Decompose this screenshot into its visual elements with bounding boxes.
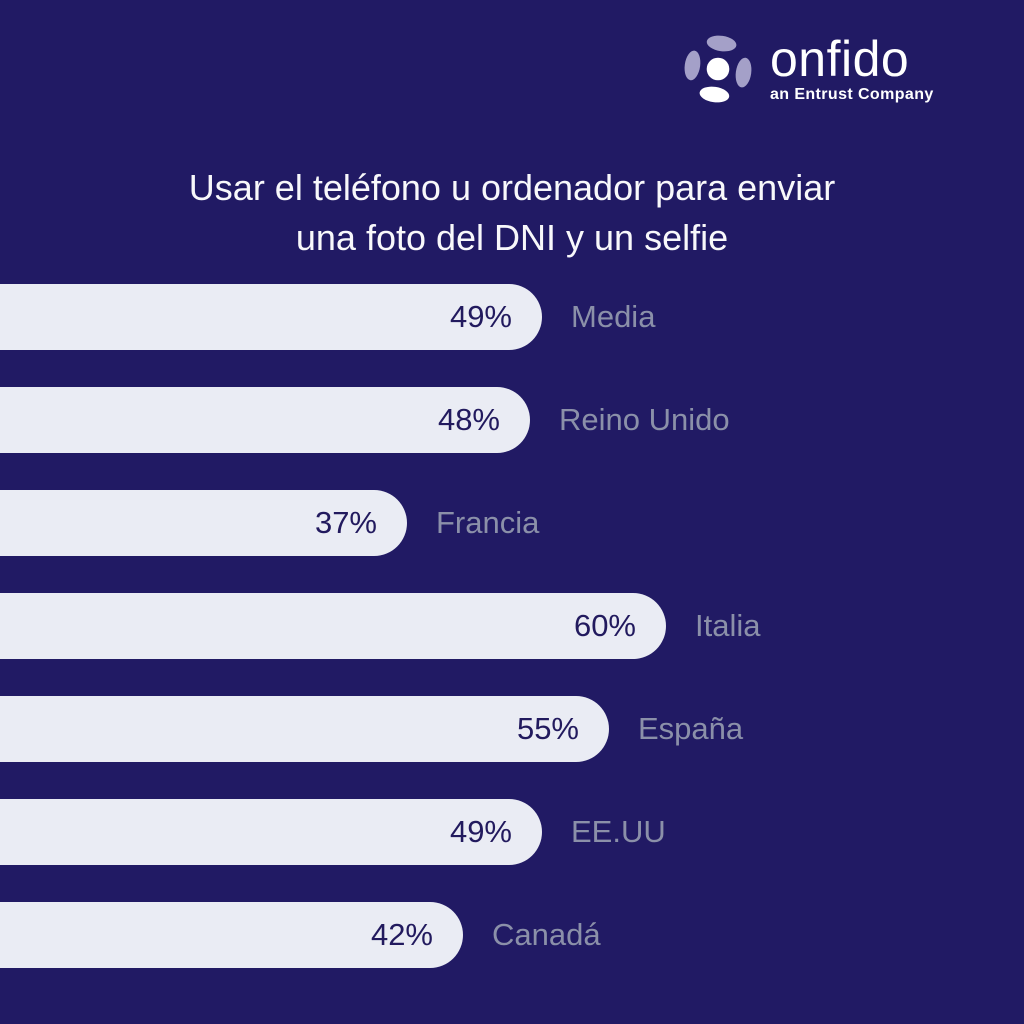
bar: 37%	[0, 490, 407, 556]
bar-category-label: Francia	[436, 505, 540, 540]
bar-row: 37% Francia	[0, 490, 1024, 556]
bar-row: 42% Canadá	[0, 902, 1024, 968]
bar: 48%	[0, 387, 530, 453]
bar: 60%	[0, 593, 666, 659]
bar-category-label: Media	[571, 299, 656, 334]
bar: 49%	[0, 799, 542, 865]
logo-brand-name: onfido	[770, 31, 910, 87]
bar-value-label: 42%	[370, 917, 433, 952]
bar-category-label: España	[638, 711, 744, 746]
onfido-shutter-icon	[684, 35, 752, 103]
chart-title-line-2: una foto del DNI y un selfie	[295, 217, 729, 259]
bar-category-label: Italia	[695, 608, 761, 643]
logo-tagline: an Entrust Company	[770, 86, 934, 103]
chart-title: Usar el teléfono u ordenador para enviar…	[0, 163, 1024, 263]
bar-value-label: 55%	[516, 711, 579, 746]
bar-category-label: EE.UU	[571, 814, 666, 849]
bar-value-label: 49%	[449, 299, 512, 334]
onfido-logo: onfido an Entrust Company	[680, 31, 934, 107]
bar-value-label: 49%	[449, 814, 512, 849]
bar-value-label: 60%	[573, 608, 636, 643]
bar-row: 60% Italia	[0, 593, 1024, 659]
bar-value-label: 48%	[437, 402, 500, 437]
bar-row: 49% Media	[0, 284, 1024, 350]
bar-category-label: Canadá	[492, 917, 601, 952]
chart-title-line-1: Usar el teléfono u ordenador para enviar	[188, 167, 836, 209]
logo-text: onfido an Entrust Company	[770, 31, 934, 104]
bar-row: 48% Reino Unido	[0, 387, 1024, 453]
bar-chart: 49% Media 48% Reino Unido 37% Francia 60…	[0, 284, 1024, 1005]
bar: 55%	[0, 696, 609, 762]
bar-row: 49% EE.UU	[0, 799, 1024, 865]
bar-row: 55% España	[0, 696, 1024, 762]
bar: 49%	[0, 284, 542, 350]
bar-value-label: 37%	[314, 505, 377, 540]
bar: 42%	[0, 902, 463, 968]
bar-category-label: Reino Unido	[559, 402, 730, 437]
